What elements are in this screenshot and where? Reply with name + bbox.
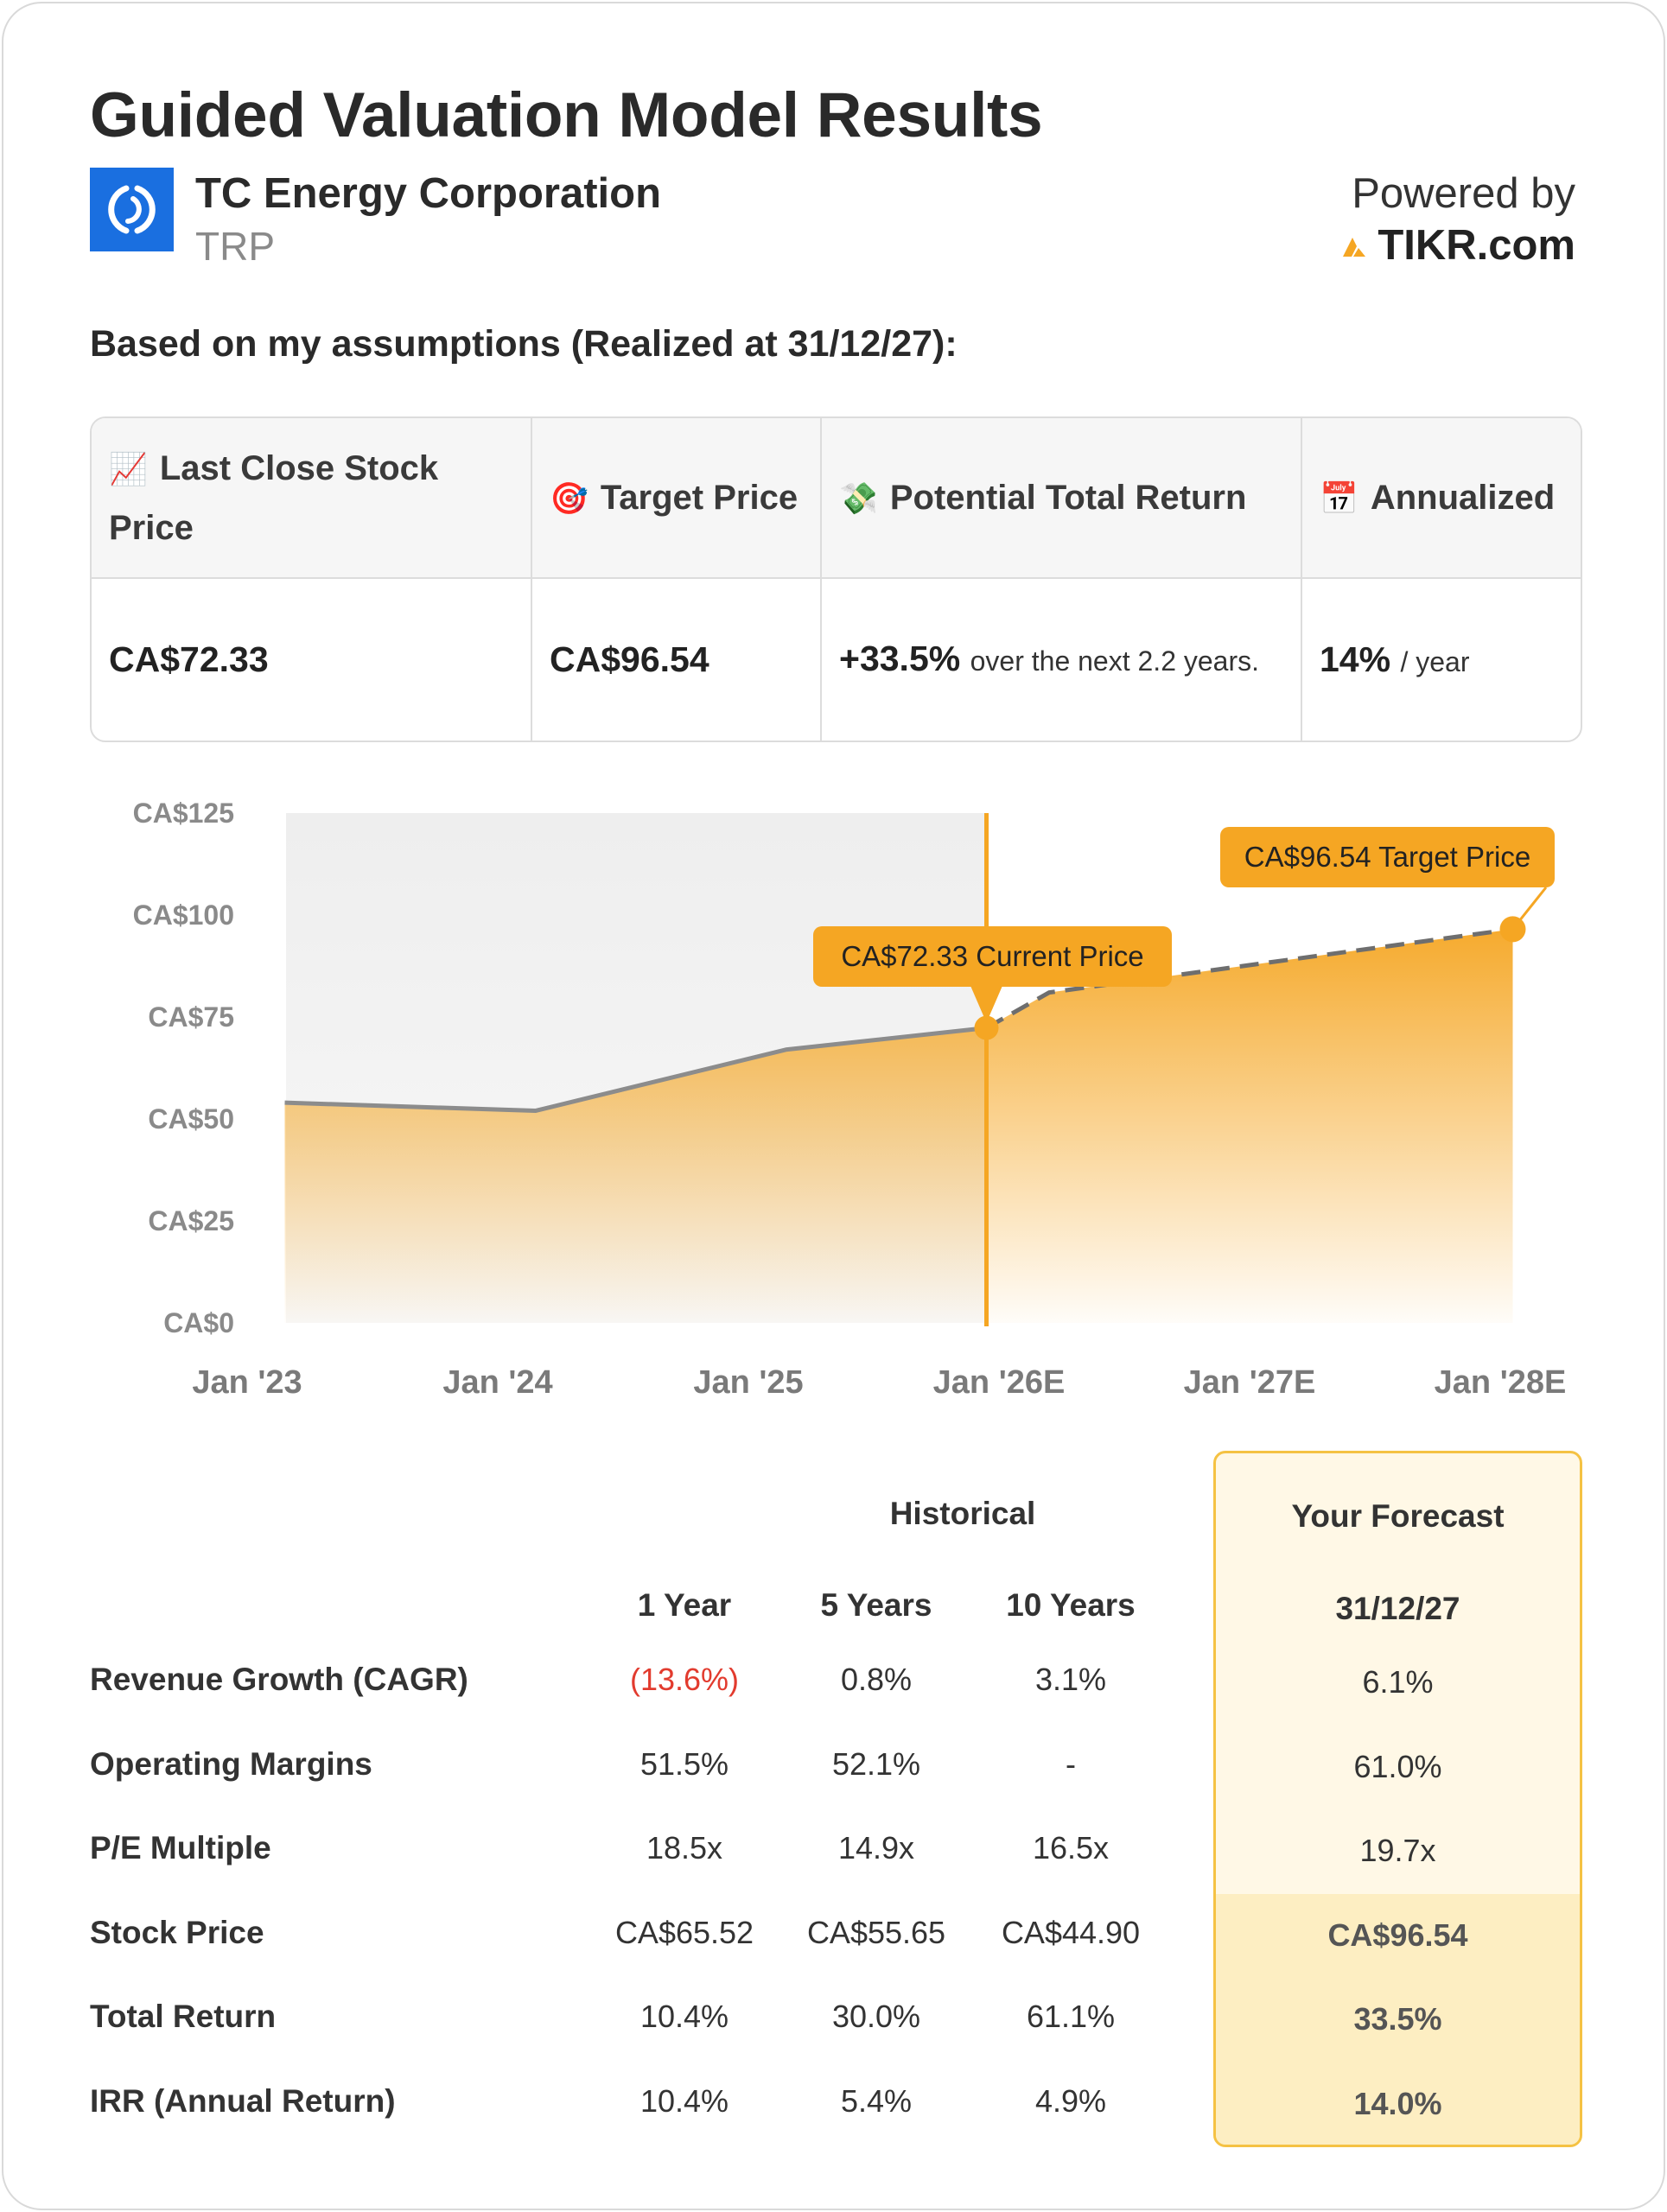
ticker-symbol: TRP xyxy=(195,224,275,269)
company-name: TC Energy Corporation xyxy=(195,170,662,217)
forecast-cell: 61.0% xyxy=(1353,1748,1442,1784)
tikr-brand-link[interactable]: TIKR.com xyxy=(1339,221,1575,270)
table-cell: 10.4% xyxy=(639,2082,729,2119)
header-annualized: 📅 Annualized xyxy=(1302,418,1581,579)
historical-area xyxy=(284,1027,987,1323)
tc-energy-logo-icon xyxy=(108,185,156,234)
table-cell: CA$55.65 xyxy=(806,1914,946,1950)
current-price-label-box xyxy=(813,926,1172,987)
table-cell: - xyxy=(1066,1745,1076,1782)
y-tick-label: CA$25 xyxy=(148,1205,234,1236)
table-cell: 51.5% xyxy=(639,1745,729,1782)
x-tick-label: Jan '25 xyxy=(693,1364,803,1401)
target-price-label-text: CA$96.54 Target Price xyxy=(1244,841,1530,873)
last-close-value: CA$72.33 xyxy=(92,579,532,741)
annualized-suffix: / year xyxy=(1400,646,1470,677)
header-potential-return: 💸 Potential Total Return xyxy=(822,418,1302,579)
table-cell: 5.4% xyxy=(840,2082,913,2119)
target-icon: 🎯 xyxy=(550,480,589,516)
column-header: 1 Year xyxy=(637,1587,732,1623)
y-tick-label: CA$0 xyxy=(163,1307,234,1338)
forecast-line xyxy=(985,926,1513,1030)
table-cell: 10.4% xyxy=(639,1999,729,2034)
chart-up-icon: 📈 xyxy=(109,450,148,486)
historical-group-label: Historical xyxy=(889,1496,1036,1531)
row-label: IRR (Annual Return) xyxy=(90,2082,396,2119)
table-cell: 0.8% xyxy=(840,1662,913,1697)
calendar-icon: 📅 xyxy=(1320,480,1358,516)
target-price-value: CA$96.54 xyxy=(532,579,822,741)
money-icon: 💸 xyxy=(839,480,878,516)
x-tick-label: Jan '28E xyxy=(1435,1364,1567,1401)
potential-return-suffix: over the next 2.2 years. xyxy=(970,645,1260,677)
table-cell: CA$44.90 xyxy=(1001,1914,1141,1950)
current-price-point xyxy=(974,1015,999,1040)
table-cell: 52.1% xyxy=(831,1745,921,1782)
forecast-column-box xyxy=(1213,1451,1582,2147)
price-chart: CA$0 CA$25 CA$50 CA$75 CA$100 CA$125 Jan '23 Ja… xyxy=(133,798,1567,1401)
annualized-cell: 14% / year xyxy=(1302,579,1581,741)
table-cell: 3.1% xyxy=(1034,1662,1107,1697)
header-last-close: 📈 Last Close Stock Price xyxy=(92,418,532,579)
table-cell: CA$65.52 xyxy=(614,1914,754,1950)
x-tick-label: Jan '24 xyxy=(442,1364,552,1401)
row-label: Revenue Growth (CAGR) xyxy=(90,1662,468,1697)
row-label: Total Return xyxy=(90,1999,277,2034)
page-title: Guided Valuation Model Results xyxy=(90,80,1043,150)
row-label: Operating Margins xyxy=(90,1745,372,1782)
tikr-brand-text: TIKR.com xyxy=(1378,222,1575,269)
forecast-cell: 14.0% xyxy=(1353,2085,1442,2121)
assumptions-heading: Based on my assumptions (Realized at 31/… xyxy=(90,323,958,365)
forecast-date-header: 31/12/27 xyxy=(1335,1591,1460,1626)
summary-table: 📈 Last Close Stock Price 🎯 Target Price 💸 P… xyxy=(90,416,1582,742)
current-price-pointer xyxy=(970,987,1002,1023)
forecast-cell: 19.7x xyxy=(1359,1833,1436,1868)
potential-return-value: +33.5% xyxy=(839,639,961,678)
target-price-point xyxy=(1499,916,1526,943)
header-target-price: 🎯 Target Price xyxy=(532,418,822,579)
table-cell: (13.6%) xyxy=(629,1662,740,1697)
table-cell: 16.5x xyxy=(1032,1830,1110,1866)
potential-return-cell: +33.5% over the next 2.2 years. xyxy=(822,579,1302,741)
row-label: P/E Multiple xyxy=(90,1830,271,1866)
x-tick-label: Jan '27E xyxy=(1184,1364,1316,1401)
forecast-cell: 33.5% xyxy=(1353,2001,1442,2037)
forecast-cell: CA$96.54 xyxy=(1327,1916,1468,1953)
forecast-cell: 6.1% xyxy=(1362,1664,1434,1700)
column-header: 5 Years xyxy=(820,1587,932,1623)
x-tick-label: Jan '23 xyxy=(192,1364,302,1401)
powered-by-label: Powered by xyxy=(1352,170,1575,217)
forecast-group-label: Your Forecast xyxy=(1291,1498,1505,1534)
table-cell: 61.1% xyxy=(1026,1999,1116,2034)
target-price-label-box xyxy=(1220,827,1555,887)
table-cell: 30.0% xyxy=(831,1999,921,2034)
table-cell: 4.9% xyxy=(1034,2082,1107,2119)
forecast-area xyxy=(986,929,1513,1323)
column-header: 10 Years xyxy=(1006,1587,1136,1623)
y-tick-label: CA$50 xyxy=(148,1103,234,1135)
current-price-label-text: CA$72.33 Current Price xyxy=(841,940,1143,972)
y-tick-label: CA$125 xyxy=(133,798,234,829)
y-tick-label: CA$100 xyxy=(133,899,234,931)
table-cell: 18.5x xyxy=(646,1830,723,1866)
table-cell: 14.9x xyxy=(837,1830,915,1866)
row-label: Stock Price xyxy=(90,1914,264,1950)
historical-line xyxy=(284,1026,987,1114)
company-logo xyxy=(90,168,174,251)
forecast-highlight xyxy=(1216,1894,1580,2145)
tikr-logo-icon xyxy=(1343,238,1366,257)
y-tick-label: CA$75 xyxy=(148,1001,234,1033)
annualized-value: 14% xyxy=(1320,639,1391,679)
metrics-table: Historical Your Forecast 1 Year 5 Years 10… xyxy=(90,1451,1582,2151)
x-tick-label: Jan '26E xyxy=(933,1364,1066,1401)
